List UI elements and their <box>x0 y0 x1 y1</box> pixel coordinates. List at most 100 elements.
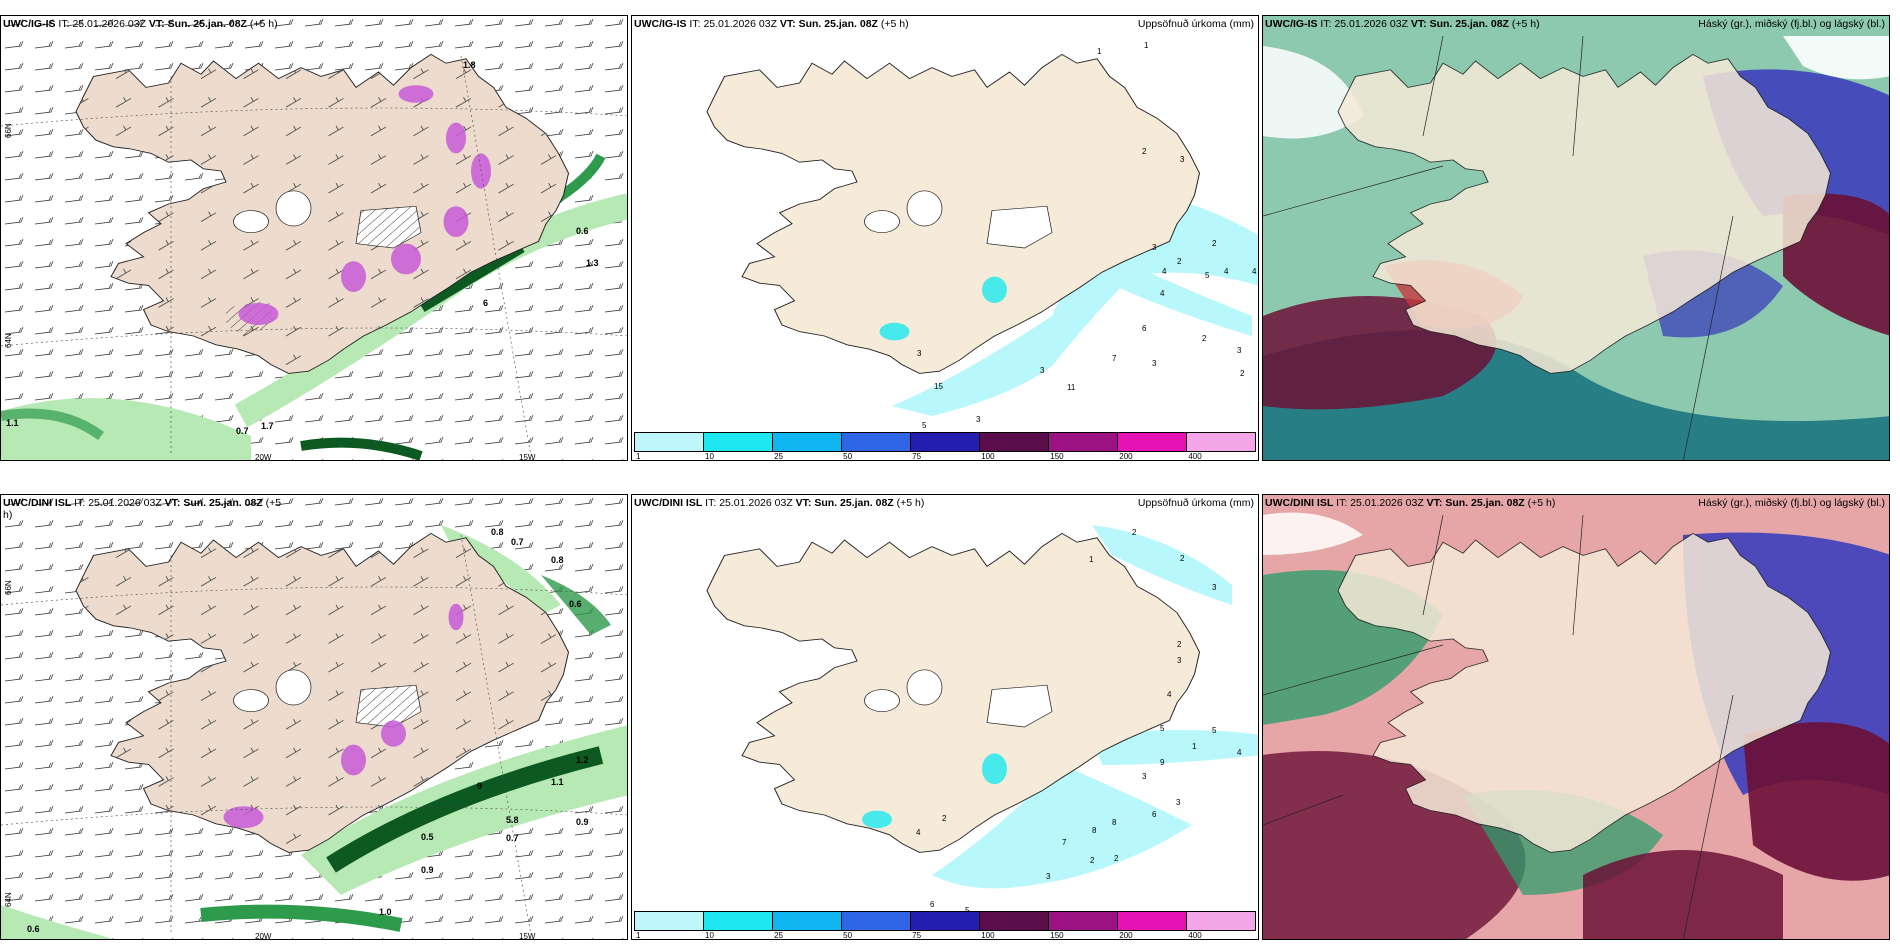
panel-precip-accum-igis: UWC/IG-IS IT: 25.01.2026 03Z VT: Sun. 25… <box>631 15 1259 461</box>
contour-label: 1.7 <box>261 421 274 431</box>
contour-label: 0.8 <box>491 527 504 537</box>
longitude-label: 20W <box>255 453 272 461</box>
latitude-label: 64N <box>4 333 13 348</box>
legend-ticks: 1 10 25 50 75 100 150 200 400 <box>634 931 1256 940</box>
contour-label: 6 <box>483 298 488 308</box>
precip-legend <box>634 911 1256 931</box>
precip-value-label: 6 <box>930 900 935 909</box>
precip-value-label: 7 <box>1062 838 1067 847</box>
precip-value-label: 4 <box>1160 289 1165 298</box>
legend-tick: 100 <box>981 452 995 461</box>
longitude-label: 20W <box>255 932 272 940</box>
precip-value-label: 5 <box>1212 726 1217 735</box>
panel-header: UWC/DINI ISL IT: 25.01.2026 03Z VT: Sun.… <box>3 497 282 521</box>
cloud-map <box>1263 495 1889 939</box>
precip-value-label: 7 <box>1112 354 1117 363</box>
precip-value-label: 3 <box>1212 583 1217 592</box>
panel-wind-precip-igis: UWC/IG-IS IT: 25.01.2026 03Z VT: Sun. 25… <box>0 15 628 461</box>
legend-swatch <box>704 433 773 451</box>
contour-label: 0.7 <box>506 833 519 843</box>
contour-label: 1.2 <box>576 755 589 765</box>
precip-value-label: 4 <box>1252 267 1257 276</box>
precip-value-label: 9 <box>1160 758 1165 767</box>
latitude-label: 66N <box>4 580 13 595</box>
legend-swatch <box>911 433 980 451</box>
legend-tick: 10 <box>705 931 714 940</box>
precip-value-label: 3 <box>1176 798 1181 807</box>
legend-tick: 150 <box>1050 931 1064 940</box>
panel-header: UWC/IG-IS IT: 25.01.2026 03Z VT: Sun. 25… <box>634 18 1254 38</box>
precip-legend <box>634 432 1256 452</box>
precip-value-label: 2 <box>1240 369 1245 378</box>
legend-swatch <box>1187 433 1255 451</box>
precip-value-label: 4 <box>1237 748 1242 757</box>
wind-precip-map: 0.8 0.7 0.8 0.6 1.2 1.1 0.7 0.9 0.5 0.9 … <box>1 495 627 940</box>
legend-tick: 400 <box>1188 452 1202 461</box>
precip-value-label: 3 <box>1152 359 1157 368</box>
legend-tick: 25 <box>774 931 783 940</box>
precip-value-label: 3 <box>1177 656 1182 665</box>
precip-value-label: 2 <box>1212 239 1217 248</box>
legend-swatch <box>773 912 842 930</box>
legend-tick: 50 <box>843 931 853 940</box>
precip-value-label: 3 <box>1040 366 1045 375</box>
precip-value-label: 11 <box>1067 383 1076 392</box>
precip-value-label: 4 <box>1167 690 1172 699</box>
precip-value-label: 8 <box>1092 826 1097 835</box>
contour-label: 1.3 <box>586 258 599 268</box>
legend-tick: 200 <box>1119 452 1133 461</box>
legend-swatch <box>1118 433 1187 451</box>
legend-tick: 10 <box>705 452 714 461</box>
precip-value-label: 2 <box>1114 854 1119 863</box>
panel-header: UWC/DINI ISL IT: 25.01.2026 03Z VT: Sun.… <box>1265 497 1885 517</box>
precip-value-label: 2 <box>1180 554 1185 563</box>
cloud-map <box>1263 16 1889 460</box>
contour-label: 0.8 <box>551 555 564 565</box>
precip-value-label: 1 <box>1097 47 1102 56</box>
precip-value-label: 5 <box>965 906 970 915</box>
precip-value-label: 2 <box>942 814 947 823</box>
legend-tick: 400 <box>1188 931 1202 940</box>
panel-title: Háský (gr.), miðský (fj.bl.) og lágský (… <box>1698 18 1885 30</box>
precip-value-label: 2 <box>1090 856 1095 865</box>
contour-label: 9 <box>477 781 482 791</box>
precip-value-label: 6 <box>1152 810 1157 819</box>
panel-clouds-igis: UWC/IG-IS IT: 25.01.2026 03Z VT: Sun. 25… <box>1262 15 1890 461</box>
panel-precip-accum-dini: UWC/DINI ISL IT: 25.01.2026 03Z VT: Sun.… <box>631 494 1259 940</box>
precip-value-label: 2 <box>1142 147 1147 156</box>
contour-label: 1.1 <box>6 418 19 428</box>
panel-title: Háský (gr.), miðský (fj.bl.) og lágský (… <box>1698 497 1885 509</box>
legend-tick: 50 <box>843 452 853 461</box>
latitude-label: 66N <box>4 123 13 138</box>
legend-tick: 1 <box>636 931 641 940</box>
legend-swatch <box>1187 912 1255 930</box>
legend-tick: 75 <box>912 931 922 940</box>
contour-label: 0.9 <box>421 865 434 875</box>
legend-tick: 1 <box>636 452 641 461</box>
precip-value-label: 2 <box>1177 257 1182 266</box>
legend-tick: 25 <box>774 452 783 461</box>
precip-value-label: 1 <box>1089 555 1094 564</box>
legend-tick: 75 <box>912 452 922 461</box>
legend-swatch <box>635 912 704 930</box>
legend-swatch <box>842 912 911 930</box>
contour-label: 1.1 <box>551 777 564 787</box>
precip-value-label: 4 <box>1224 267 1229 276</box>
legend-swatch <box>980 433 1049 451</box>
contour-label: 0.7 <box>511 537 524 547</box>
latitude-label: 64N <box>4 892 13 907</box>
contour-label: 1.0 <box>379 907 392 917</box>
precip-value-label: 3 <box>976 415 981 424</box>
precip-value-label: 3 <box>1237 346 1242 355</box>
panel-clouds-dini: UWC/DINI ISL IT: 25.01.2026 03Z VT: Sun.… <box>1262 494 1890 940</box>
precip-value-label: 1 <box>1192 742 1197 751</box>
precip-value-label: 5 <box>1205 271 1210 280</box>
legend-swatch <box>1049 912 1118 930</box>
precip-value-label: 3 <box>1142 772 1147 781</box>
legend-ticks: 1 10 25 50 75 100 150 200 400 <box>634 452 1256 461</box>
precip-value-label: 8 <box>1112 818 1117 827</box>
precip-value-label: 6 <box>1142 324 1147 333</box>
legend-swatch <box>911 912 980 930</box>
wind-precip-map: 1.8 0.6 0.7 1.1 1.3 6 1.7 20W 15W 66N 64… <box>1 16 627 461</box>
legend-swatch <box>704 912 773 930</box>
